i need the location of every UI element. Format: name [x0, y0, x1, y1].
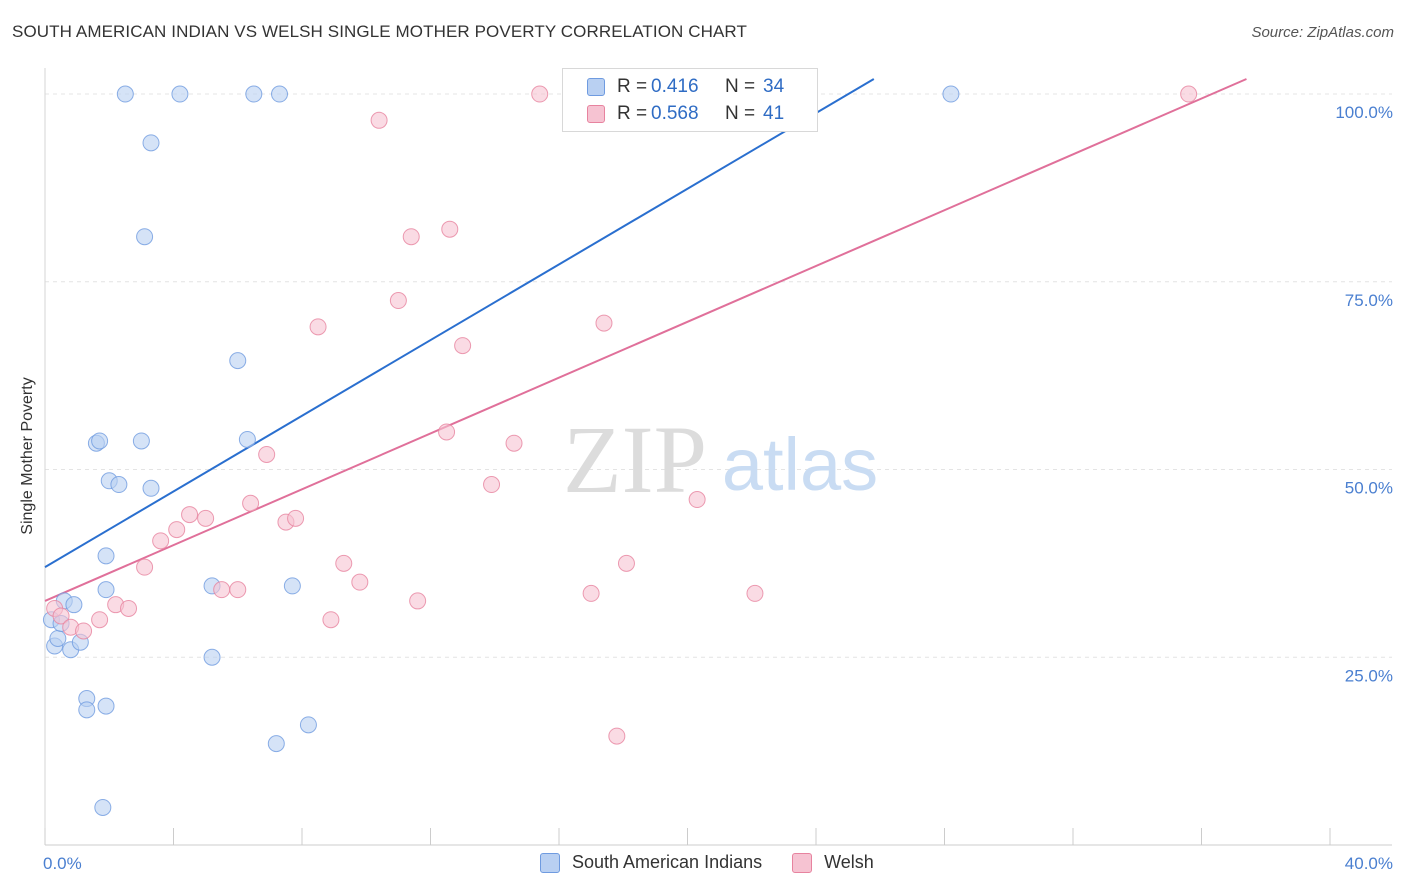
data-point — [258, 445, 276, 463]
data-point — [454, 337, 472, 355]
series-legend-item-welsh: Welsh — [792, 852, 874, 873]
data-point — [213, 581, 231, 599]
data-point — [75, 622, 93, 640]
data-point — [531, 85, 549, 103]
data-point — [52, 607, 70, 625]
legend-n-label: N = — [725, 76, 756, 97]
data-point — [203, 648, 221, 666]
data-point — [229, 352, 247, 370]
data-point — [142, 479, 160, 497]
data-point — [505, 434, 523, 452]
data-point — [136, 558, 154, 576]
legend-row-welsh: R = 0.568 N = 41 — [587, 101, 784, 127]
legend-r-value: 0.416 — [651, 76, 699, 97]
data-point — [242, 494, 260, 512]
legend-swatch-pink — [587, 105, 605, 123]
watermark: ZIP atlas — [563, 406, 878, 513]
data-point — [49, 629, 67, 647]
stats-legend: R = 0.416 N = 34 R = 0.568 N = 41 — [562, 68, 818, 132]
data-point — [322, 611, 340, 629]
data-point — [116, 85, 134, 103]
data-point — [402, 228, 420, 246]
chart-title: SOUTH AMERICAN INDIAN VS WELSH SINGLE MO… — [12, 22, 747, 41]
data-point — [617, 554, 635, 572]
legend-n-label: N = — [725, 103, 756, 124]
data-point — [238, 430, 256, 448]
data-point — [351, 573, 369, 591]
trend-line — [44, 78, 1247, 602]
data-point — [389, 292, 407, 310]
data-point — [97, 581, 115, 599]
data-point — [132, 432, 150, 450]
x-tick-label: 40.0% — [1345, 854, 1393, 873]
data-point — [91, 611, 109, 629]
data-point — [181, 506, 199, 524]
series-name: Welsh — [824, 852, 874, 872]
trend-line — [44, 78, 875, 568]
data-point — [152, 532, 170, 550]
data-point — [370, 111, 388, 129]
legend-n-value: 34 — [763, 76, 785, 97]
data-point — [438, 423, 456, 441]
data-point — [299, 716, 317, 734]
data-point — [94, 798, 112, 816]
gridlines — [45, 93, 1392, 658]
legend-r-value: 0.568 — [651, 103, 699, 124]
data-point — [335, 554, 353, 572]
data-point — [283, 577, 301, 595]
watermark-zip: ZIP — [563, 406, 707, 513]
data-point — [229, 581, 247, 599]
watermark-atlas: atlas — [722, 423, 878, 506]
data-point — [197, 509, 215, 527]
axes — [44, 68, 1392, 846]
data-point — [136, 228, 154, 246]
data-points — [42, 85, 1198, 816]
data-point — [595, 314, 613, 332]
data-point — [441, 220, 459, 238]
data-point — [409, 592, 427, 610]
data-point — [267, 735, 285, 753]
data-point — [287, 509, 305, 527]
data-point — [608, 727, 626, 745]
data-point — [65, 596, 83, 614]
data-point — [168, 521, 186, 539]
data-point — [271, 85, 289, 103]
data-point — [97, 697, 115, 715]
trend-lines — [44, 78, 1247, 602]
data-point — [78, 701, 96, 719]
series-swatch-pink — [792, 852, 813, 873]
data-point — [91, 432, 109, 450]
legend-row-south-american-indians: R = 0.416 N = 34 — [587, 74, 784, 100]
data-point — [309, 318, 327, 336]
legend-r-label: R = — [617, 103, 648, 124]
source-label: Source: ZipAtlas.com — [1251, 24, 1394, 41]
y-tick-label: 100.0% — [1335, 103, 1393, 122]
y-tick-label: 50.0% — [1345, 479, 1393, 498]
data-point — [942, 85, 960, 103]
x-tick-label: 0.0% — [43, 854, 82, 873]
data-point — [142, 134, 160, 152]
data-point — [120, 599, 138, 617]
data-point — [483, 476, 501, 494]
legend-r-label: R = — [617, 76, 648, 97]
data-point — [1180, 85, 1198, 103]
data-point — [171, 85, 189, 103]
series-legend: South American Indians Welsh — [540, 852, 904, 873]
legend-swatch-blue — [587, 78, 605, 96]
y-tick-label: 75.0% — [1345, 291, 1393, 310]
data-point — [688, 491, 706, 509]
y-tick-label: 25.0% — [1345, 666, 1393, 685]
data-point — [97, 547, 115, 565]
series-name: South American Indians — [572, 852, 763, 872]
data-point — [245, 85, 263, 103]
series-legend-item-south-american-indians: South American Indians — [540, 852, 762, 873]
data-point — [582, 584, 600, 602]
data-point — [110, 476, 128, 494]
legend-n-value: 41 — [763, 103, 785, 124]
data-point — [746, 584, 764, 602]
tick-labels: 25.0% 50.0% 75.0% 100.0% 0.0% 40.0% — [43, 103, 1393, 873]
series-swatch-blue — [540, 852, 560, 873]
